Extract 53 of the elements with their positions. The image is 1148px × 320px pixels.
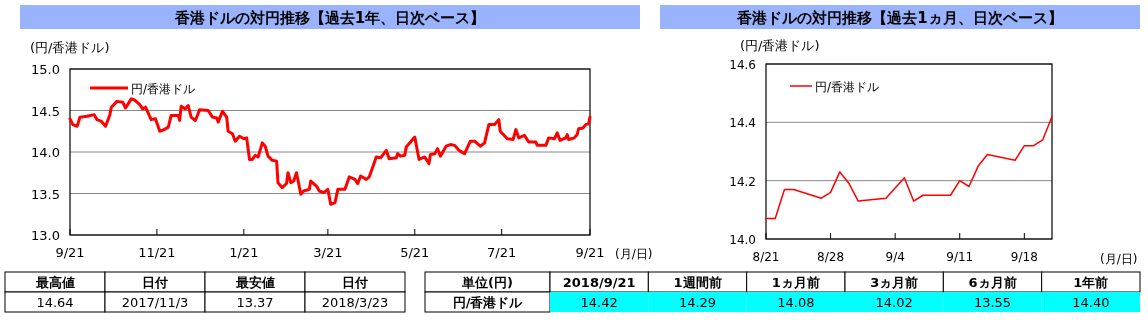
- text: 最安値: [234, 275, 275, 290]
- text: 6ヵ月前: [968, 275, 1017, 290]
- x-tick-label: 9/18: [1010, 250, 1038, 264]
- text: 14.29: [678, 295, 717, 310]
- text: 14.42: [580, 295, 618, 310]
- text: 1週間前: [673, 275, 722, 290]
- x-tick-label: 3/21: [313, 245, 343, 260]
- text: 円/香港ドル: [452, 295, 524, 310]
- legend-label: 円/香港ドル: [131, 82, 196, 96]
- text: 2018/3/23: [321, 295, 389, 310]
- x-axis-title: (月/日): [615, 247, 653, 261]
- y-tick-label: 15.0: [31, 62, 60, 77]
- x-tick-label: 9/11: [946, 250, 974, 264]
- text: 14.40: [1072, 295, 1110, 310]
- text: 日付: [342, 275, 368, 290]
- x-tick-label: 9/21: [55, 245, 85, 260]
- y-axis-title: (円/香港ドル): [30, 40, 110, 55]
- y-axis-title: (円/香港ドル): [740, 38, 820, 53]
- y-tick-label: 14.5: [31, 103, 60, 119]
- chart-title: 香港ドルの対円推移【過去1ヵ月、日次ベース】: [736, 9, 1063, 27]
- y-tick-label: 14.0: [729, 233, 756, 247]
- line-series: [765, 115, 1053, 220]
- x-tick-label: 8/28: [817, 250, 845, 264]
- text: 13.37: [236, 295, 274, 310]
- x-tick-label: 9/21: [575, 245, 605, 260]
- x-axis-title: (月/日): [1100, 252, 1138, 266]
- text: 2017/11/3: [121, 295, 189, 310]
- y-tick-label: 14.2: [729, 174, 756, 189]
- text: 2018/9/21: [562, 275, 636, 290]
- legend-label: 円/香港ドル: [815, 80, 880, 94]
- y-tick-label: 14.6: [729, 58, 756, 72]
- x-tick-label: 5/21: [400, 245, 430, 260]
- text: 13.55: [973, 295, 1012, 310]
- chart-title: 香港ドルの対円推移【過去1年、日次ベース】: [173, 9, 486, 27]
- text: 日付: [142, 275, 168, 290]
- text: 1ヵ月前: [771, 275, 820, 290]
- x-tick-label: 1/21: [229, 245, 259, 260]
- x-tick-label: 8/21: [752, 250, 780, 264]
- x-tick-label: 7/21: [487, 245, 517, 260]
- text: 1年前: [1073, 275, 1109, 290]
- y-tick-label: 14.4: [729, 116, 756, 131]
- text: 14.64: [36, 295, 74, 310]
- text: 3ヵ月前: [870, 275, 919, 290]
- y-tick-label: 13.5: [31, 186, 60, 202]
- text: 14.08: [777, 295, 815, 310]
- line-series: [68, 97, 592, 206]
- x-tick-label: 11/21: [138, 245, 176, 260]
- text: 14.02: [875, 295, 913, 310]
- y-tick-label: 13.0: [31, 228, 60, 243]
- x-tick-label: 9/4: [885, 250, 905, 264]
- text: 単位(円): [461, 275, 513, 290]
- text: 最高値: [34, 275, 75, 290]
- y-tick-label: 14.0: [31, 145, 60, 160]
